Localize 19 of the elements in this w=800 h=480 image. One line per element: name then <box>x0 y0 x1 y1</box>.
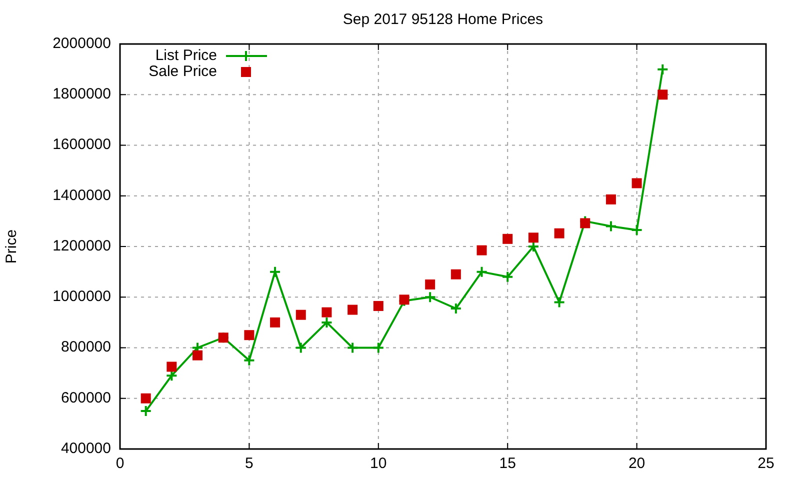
x-tick-label: 10 <box>370 454 387 472</box>
y-axis-title: Price <box>2 229 20 264</box>
x-tick-label: 20 <box>628 454 646 472</box>
chart-title: Sep 2017 95128 Home Prices <box>342 10 544 28</box>
y-tick-label: 800000 <box>60 338 111 356</box>
x-tick-label: 5 <box>245 454 254 472</box>
y-tick-label: 2000000 <box>52 34 111 52</box>
y-tick-label: 1200000 <box>52 237 111 254</box>
y-tick-label: 1400000 <box>52 186 111 204</box>
y-tick-label: 1000000 <box>52 288 111 306</box>
x-tick-label: 15 <box>499 454 516 472</box>
y-tick-label: 1800000 <box>52 86 111 103</box>
legend-label: List Price <box>155 46 217 64</box>
y-tick-label: 600000 <box>60 389 111 406</box>
x-tick-label: 0 <box>116 454 124 472</box>
legend-label: Sale Price <box>148 62 217 80</box>
x-tick-label: 25 <box>758 454 774 472</box>
y-tick-label: 400000 <box>60 440 111 457</box>
y-tick-label: 1600000 <box>52 136 111 154</box>
